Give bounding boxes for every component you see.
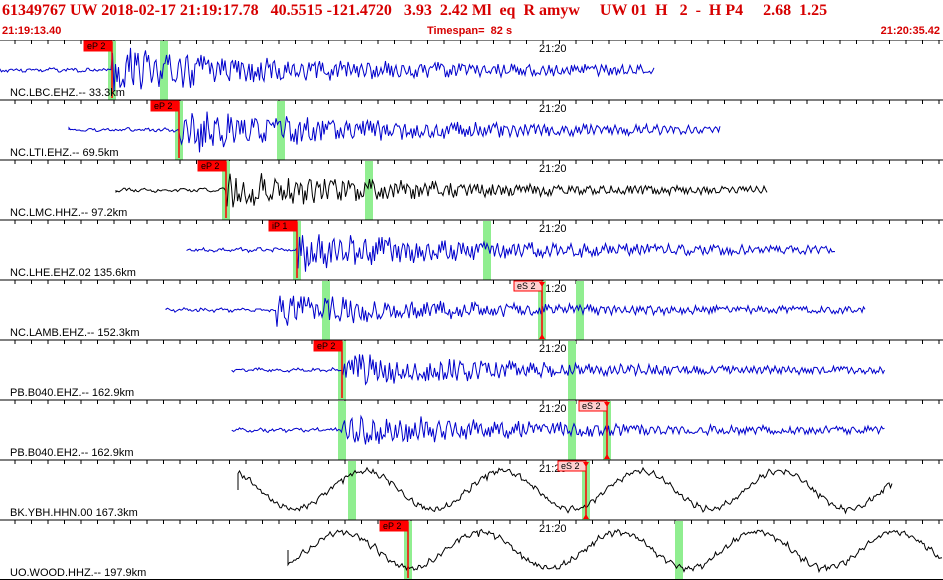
pick-marker[interactable] bbox=[268, 220, 298, 232]
time-tick-label: 21:20 bbox=[539, 523, 567, 535]
pick-band bbox=[348, 461, 356, 520]
time-tick-label: 21:20 bbox=[539, 103, 567, 115]
waveform bbox=[0, 47, 655, 92]
trace-row[interactable]: 21:20 eP 2 NC.LMC.HHZ.-- 97.2km bbox=[0, 159, 943, 220]
waveform bbox=[237, 466, 893, 515]
pick-label: eP 2 bbox=[154, 101, 172, 111]
start-time: 21:19:13.40 bbox=[2, 25, 62, 37]
time-tick-label: 21:20 bbox=[539, 403, 567, 415]
pick-band bbox=[675, 521, 683, 580]
pick-marker[interactable] bbox=[83, 40, 113, 52]
waveform bbox=[287, 528, 943, 574]
waveform bbox=[115, 173, 768, 208]
pick-marker[interactable] bbox=[197, 160, 227, 172]
waveform bbox=[165, 295, 866, 327]
pick-label: eP 2 bbox=[383, 521, 401, 531]
station-label: NC.LBC.EHZ.-- 33.3km bbox=[10, 87, 125, 99]
pick-label: eS 2 bbox=[517, 281, 536, 291]
time-tick-label: 21:20 bbox=[539, 223, 567, 235]
pick-label: eP 2 bbox=[201, 161, 219, 171]
station-label: PB.B040.EHZ.-- 162.9km bbox=[10, 387, 134, 399]
pick-label: eP 2 bbox=[317, 341, 335, 351]
pick-band bbox=[365, 161, 373, 220]
pick-label: eP 2 bbox=[87, 41, 105, 51]
waveform bbox=[68, 111, 721, 153]
seismogram-panel[interactable]: 21:20 eP 2 NC.LBC.EHZ.-- 33.3km 21:20 eP 2 NC… bbox=[0, 40, 943, 580]
pick-band bbox=[277, 101, 285, 160]
timespan: Timespan= 82 s bbox=[427, 25, 513, 37]
time-tick-label: 21:20 bbox=[539, 163, 567, 175]
event-header: 61349767 UW 2018-02-17 21:19:17.78 40.55… bbox=[2, 2, 828, 19]
station-label: NC.LMC.HHZ.-- 97.2km bbox=[10, 207, 127, 219]
pick-marker[interactable] bbox=[313, 340, 343, 352]
station-label: NC.LHE.EHZ.02 135.6km bbox=[10, 267, 136, 279]
pick-triangle bbox=[583, 462, 589, 467]
pick-band bbox=[483, 221, 491, 280]
pick-marker[interactable] bbox=[379, 520, 409, 532]
waveform bbox=[231, 414, 885, 445]
pick-label: iP 1 bbox=[272, 221, 287, 231]
pick-band bbox=[568, 341, 576, 400]
pick-marker[interactable] bbox=[150, 100, 180, 112]
time-tick-label: 21:20 bbox=[539, 43, 567, 55]
trace-row[interactable]: 21:20 eP 2 NC.LTI.EHZ.-- 69.5km bbox=[0, 99, 943, 160]
pick-label: eS 2 bbox=[582, 401, 601, 411]
waveform bbox=[186, 234, 836, 272]
pick-label: eS 2 bbox=[561, 461, 580, 471]
pick-triangle bbox=[604, 454, 610, 459]
pick-triangle bbox=[604, 402, 610, 407]
end-time: 21:20:35.42 bbox=[880, 25, 940, 37]
station-label: PB.B040.EH2.-- 162.9km bbox=[10, 447, 134, 459]
station-label: NC.LAMB.EHZ.-- 152.3km bbox=[10, 327, 140, 339]
pick-band bbox=[576, 281, 584, 340]
pick-band bbox=[160, 41, 168, 100]
time-tick-label: 21:20 bbox=[539, 343, 567, 355]
station-label: BK.YBH.HHN.00 167.3km bbox=[10, 507, 138, 519]
pick-band bbox=[322, 281, 330, 340]
trace-row[interactable]: 21:20 eP 2 UO.WOOD.HHZ.-- 197.9km bbox=[0, 519, 943, 580]
trace-row[interactable]: 21:20 eP 2 PB.B040.EHZ.-- 162.9km bbox=[0, 339, 943, 400]
trace-row[interactable]: 21:20 eP 2 NC.LBC.EHZ.-- 33.3km bbox=[0, 40, 943, 100]
trace-row[interactable]: 21:20 eS 2 PB.B040.EH2.-- 162.9km bbox=[0, 399, 943, 460]
pick-triangle bbox=[583, 514, 589, 519]
trace-row[interactable]: 21:20 iP 1 NC.LHE.EHZ.02 135.6km bbox=[0, 219, 943, 280]
pick-triangle bbox=[539, 334, 545, 339]
pick-triangle bbox=[539, 282, 545, 287]
station-label: NC.LTI.EHZ.-- 69.5km bbox=[10, 147, 119, 159]
station-label: UO.WOOD.HHZ.-- 197.9km bbox=[10, 567, 146, 579]
waveform bbox=[231, 354, 885, 386]
